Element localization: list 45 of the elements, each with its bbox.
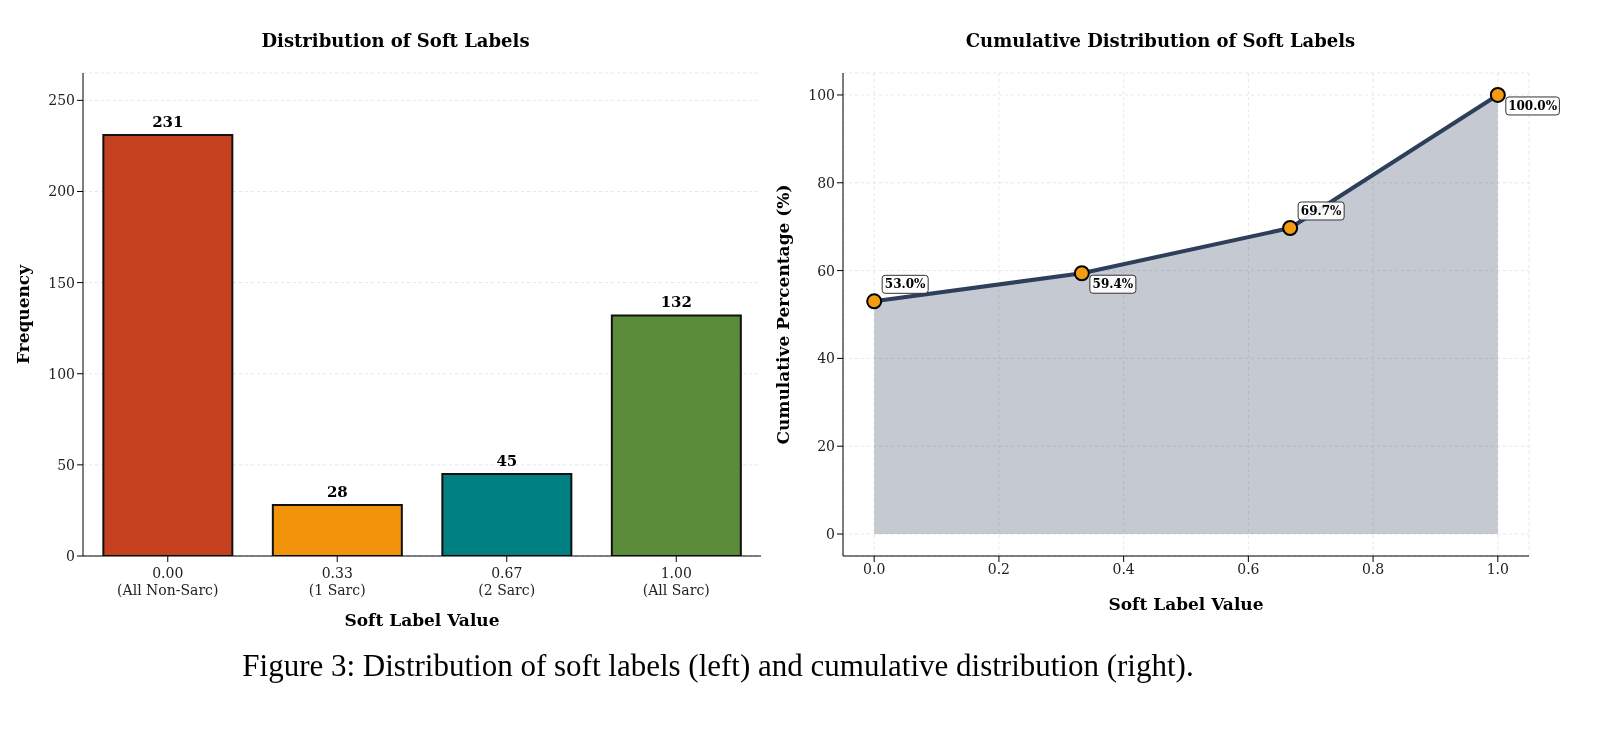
y-tick-label: 100 bbox=[808, 86, 835, 103]
data-label: 59.4% bbox=[1092, 277, 1134, 292]
x-tick-label: 0.33 (1 Sarc) bbox=[308, 565, 366, 598]
y-tick-label: 0 bbox=[826, 526, 835, 543]
y-axis-title: Frequency bbox=[13, 263, 34, 365]
chart-title: Cumulative Distribution of Soft Labels bbox=[964, 30, 1357, 51]
x-tick-label: 1.0 bbox=[1486, 560, 1509, 577]
x-tick-label: 0.6 bbox=[1237, 560, 1260, 577]
chart-title: Distribution of Soft Labels bbox=[260, 30, 531, 51]
data-label: 53.0% bbox=[884, 277, 927, 292]
y-tick-label: 100 bbox=[48, 365, 75, 382]
point bbox=[1073, 265, 1090, 282]
y-tick-label: 200 bbox=[48, 183, 75, 200]
bar bbox=[610, 314, 742, 556]
y-tick-label: 40 bbox=[817, 350, 835, 367]
bar bbox=[271, 503, 403, 556]
y-tick-label: 250 bbox=[48, 92, 75, 109]
caption: Figure 3: Distribution of soft labels (left) and cumulative distribution (right). bbox=[241, 648, 1195, 684]
y-axis-title: Cumulative Percentage (%) bbox=[773, 184, 794, 445]
x-tick-label: 0.00 (All Non-Sarc) bbox=[117, 565, 219, 598]
data-label: 100.0% bbox=[1508, 98, 1558, 113]
x-tick-label: 0.4 bbox=[1112, 560, 1135, 577]
data-label: 132 bbox=[660, 293, 692, 312]
y-tick-label: 20 bbox=[817, 438, 835, 455]
y-tick-label: 50 bbox=[57, 456, 75, 473]
y-tick-label: 150 bbox=[48, 274, 75, 291]
x-axis-title: Soft Label Value bbox=[344, 610, 500, 630]
x-tick-label: 0.8 bbox=[1361, 560, 1385, 577]
point bbox=[866, 293, 883, 310]
data-label: 231 bbox=[152, 112, 184, 131]
bar bbox=[102, 133, 234, 556]
point bbox=[1282, 220, 1299, 236]
bar bbox=[441, 472, 573, 556]
data-label: 69.7% bbox=[1300, 204, 1343, 218]
x-tick-label: 0.0 bbox=[863, 560, 886, 577]
x-tick-label: 0.67 (2 Sarc) bbox=[478, 565, 536, 598]
x-tick-label: 0.2 bbox=[987, 560, 1011, 577]
data-label: 45 bbox=[496, 451, 518, 470]
point bbox=[1489, 86, 1506, 103]
y-tick-label: 0 bbox=[66, 547, 75, 564]
x-tick-label: 1.00 (All Sarc) bbox=[642, 565, 710, 598]
data-label: 28 bbox=[326, 482, 348, 501]
x-axis-title: Soft Label Value bbox=[1108, 594, 1264, 614]
y-tick-label: 80 bbox=[817, 174, 835, 191]
y-tick-label: 60 bbox=[817, 262, 835, 279]
